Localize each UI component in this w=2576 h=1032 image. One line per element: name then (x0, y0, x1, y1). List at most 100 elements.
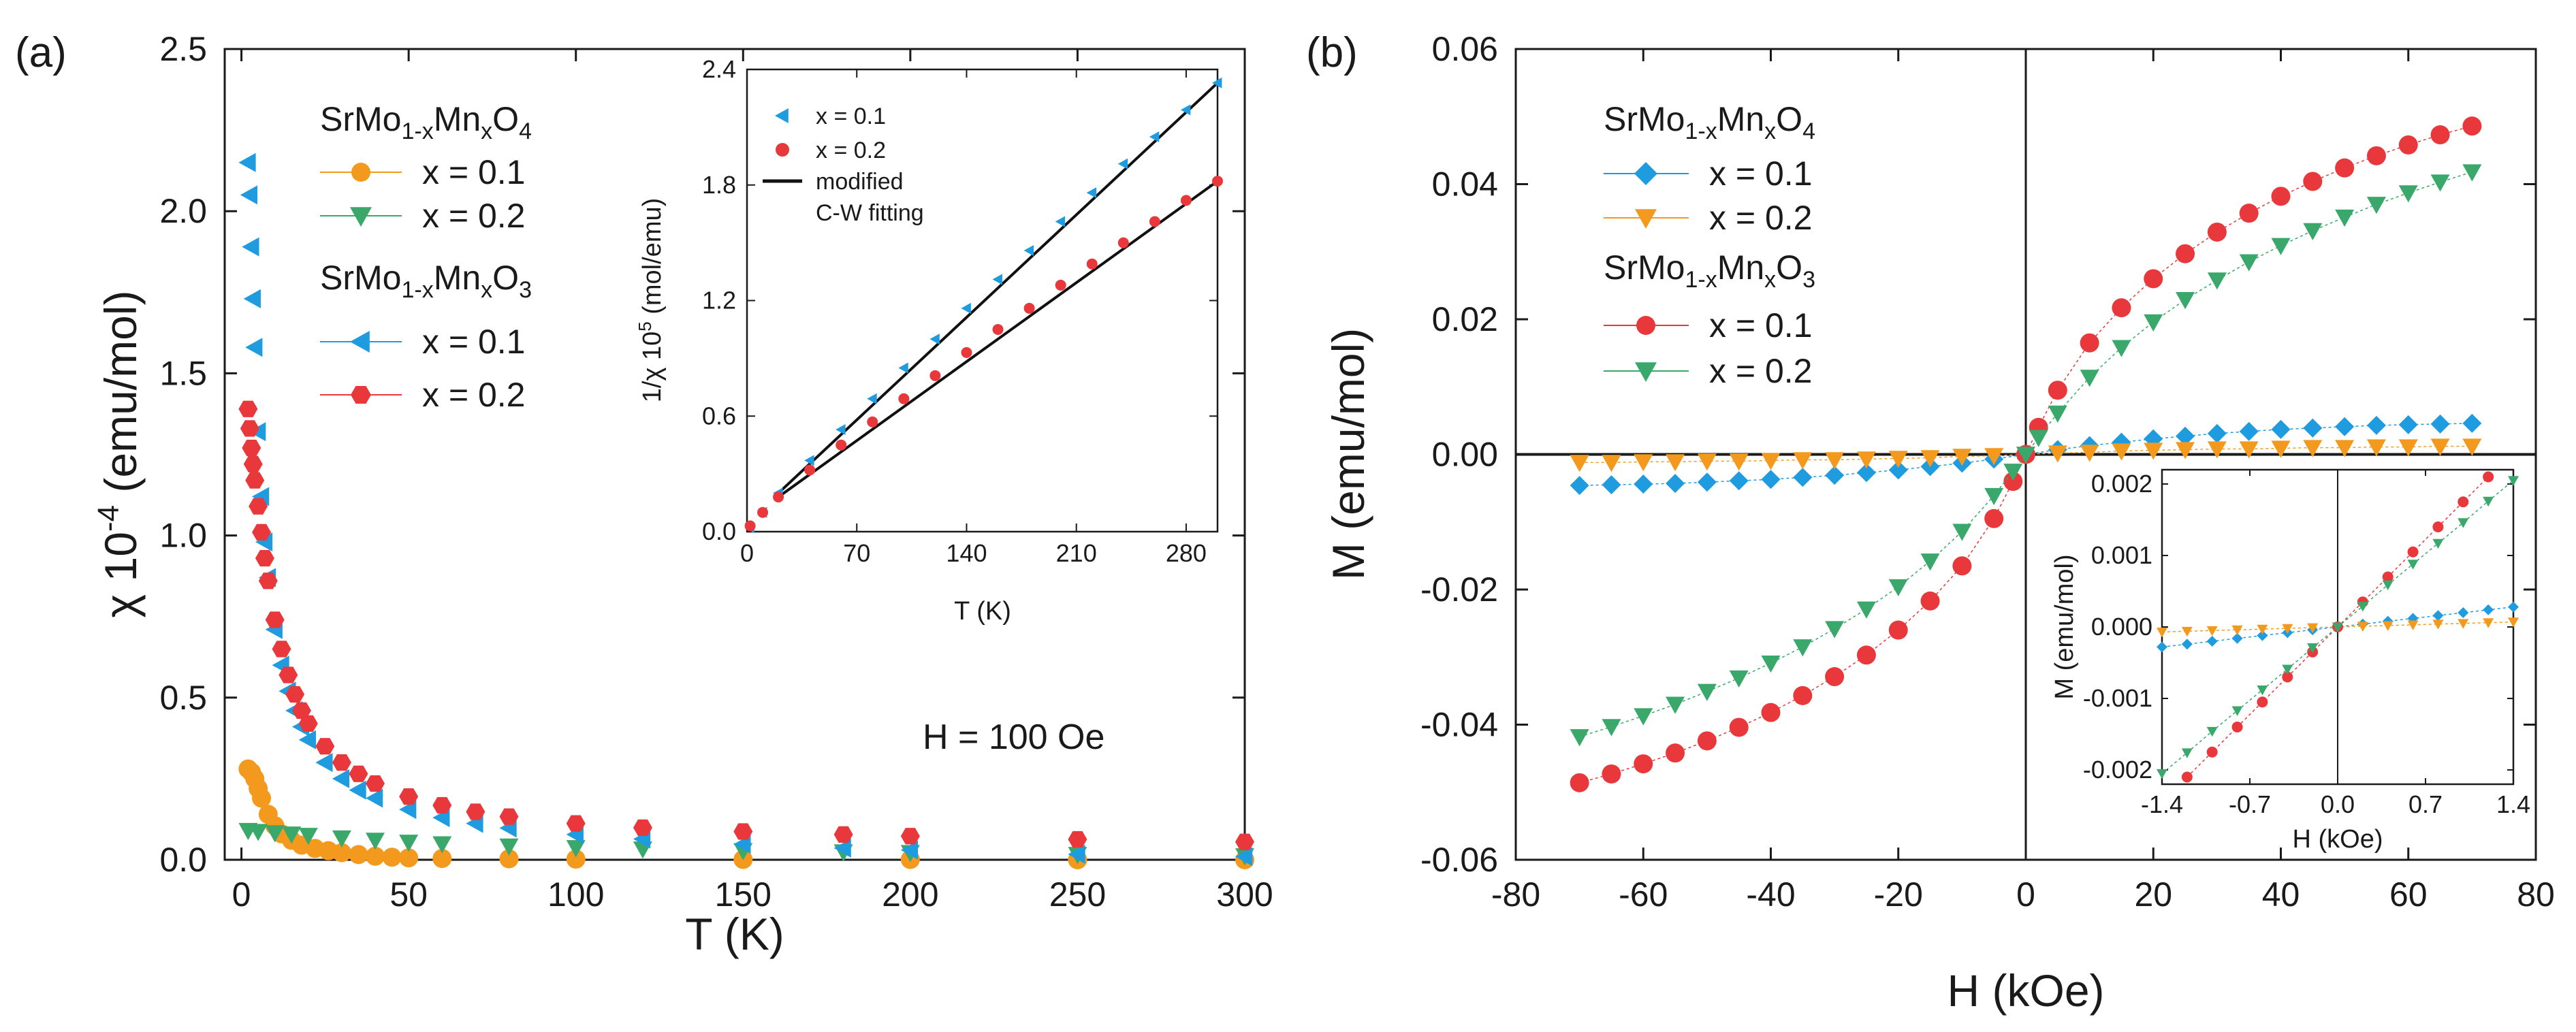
panel-a-inset-x-label: T (K) (954, 597, 1011, 626)
data-point (2282, 624, 2293, 634)
data-point (252, 487, 270, 506)
data-point (2462, 116, 2482, 136)
data-point (2335, 440, 2355, 457)
legend-marker (351, 386, 371, 404)
x-tick-label: -0.7 (2229, 790, 2271, 818)
data-point (279, 666, 298, 683)
x-tick-label: 80 (2517, 875, 2555, 914)
y-tick-label: -0.04 (1420, 706, 1498, 744)
data-point (1920, 591, 1940, 611)
legend-entry: x = 0.2 (320, 197, 526, 235)
data-point (2462, 438, 2482, 456)
legend-entry: x = 0.2 (320, 376, 526, 414)
legend-marker-shape (1636, 316, 1655, 335)
data-point (744, 520, 756, 532)
data-point (733, 823, 753, 840)
data-point (1856, 451, 1876, 469)
x-tick-label: -40 (1746, 875, 1795, 914)
data-point (2048, 381, 2067, 400)
data-point (1729, 717, 1749, 737)
y-tick-label: 0.0 (159, 841, 207, 879)
data-point (1634, 474, 1653, 494)
y-tick-label: 0.002 (2091, 470, 2152, 498)
x-tick-label: 0 (740, 539, 754, 567)
data-point (2176, 292, 2195, 310)
data-point (929, 370, 941, 381)
legend-marker (1636, 316, 1655, 335)
data-point (2382, 571, 2394, 583)
data-point (2307, 643, 2319, 654)
data-point (255, 549, 274, 567)
data-point (2206, 636, 2218, 647)
data-point (2458, 518, 2469, 528)
data-point (332, 843, 351, 862)
panel-b-legend-compound-1: SrMo1-xMnxO4 (1604, 100, 1815, 144)
data-point (2432, 610, 2444, 622)
data-point (929, 334, 940, 345)
data-point (466, 803, 486, 820)
data-point (2016, 447, 2035, 464)
series (2157, 476, 2519, 779)
data-point (1856, 463, 1876, 483)
panel-b-x-axis-label: H (kOe) (1947, 965, 2105, 1016)
data-point (249, 498, 268, 515)
data-point (2176, 426, 2195, 446)
legend-marker (1634, 162, 1657, 185)
data-point (2398, 439, 2418, 457)
data-point (2335, 209, 2355, 227)
data-point (2366, 439, 2386, 457)
y-tick-label: 1.5 (159, 354, 207, 392)
data-point (1952, 523, 1972, 541)
compound-sub: 1-x (401, 118, 433, 144)
data-point (298, 828, 318, 845)
data-point (1068, 844, 1085, 864)
data-point (1149, 216, 1160, 227)
data-point (2176, 442, 2195, 459)
data-point (2206, 626, 2218, 636)
panel-b-inset-y-label: M (emu/mol) (2050, 554, 2079, 699)
data-point (1825, 667, 1845, 687)
legend-marker-shape (351, 163, 370, 182)
data-point (2335, 158, 2355, 178)
data-point (2157, 769, 2167, 779)
data-point (2181, 771, 2193, 783)
fit-line (777, 180, 1219, 498)
data-point (1888, 620, 1908, 640)
x-tick-label: 40 (2262, 875, 2300, 914)
x-tick-label: 70 (843, 539, 870, 567)
panel-a-y-label-unit: (emu/mol) (95, 291, 146, 505)
series (1570, 116, 2482, 792)
data-point (1761, 703, 1781, 722)
inset-legend-marker (775, 108, 789, 123)
legend-marker-shape (350, 207, 372, 227)
data-point (298, 730, 316, 749)
data-point (2335, 417, 2355, 436)
data-point (1666, 743, 1685, 763)
data-point (2080, 333, 2099, 353)
data-point (2144, 314, 2163, 332)
x-tick-label: 50 (389, 875, 428, 914)
data-point (2239, 441, 2259, 459)
x-tick-label: 280 (1166, 539, 1207, 567)
compound-text: Mn (434, 259, 481, 297)
data-point (1634, 708, 1653, 726)
compound-text: SrMo (320, 100, 401, 138)
y-tick-label: 0.0 (702, 517, 736, 545)
y-tick-label: 2.0 (159, 192, 207, 230)
y-tick-label: 2.4 (702, 55, 736, 83)
data-point (1068, 831, 1087, 848)
data-point (2239, 204, 2259, 223)
data-point (2003, 472, 2023, 491)
data-point (2144, 269, 2163, 289)
compound-text: SrMo (320, 259, 401, 297)
y-tick-label: 0.06 (1432, 30, 1498, 68)
panel-a-label: (a) (15, 29, 67, 76)
data-point (2239, 254, 2259, 272)
data-point (1984, 509, 2004, 528)
y-tick-label: 2.5 (159, 30, 207, 68)
y-tick-label: 0.5 (159, 679, 207, 717)
data-point (265, 611, 285, 628)
data-point (2307, 623, 2319, 634)
data-point (240, 420, 259, 437)
legend-entry: x = 0.1 (1604, 155, 1813, 193)
